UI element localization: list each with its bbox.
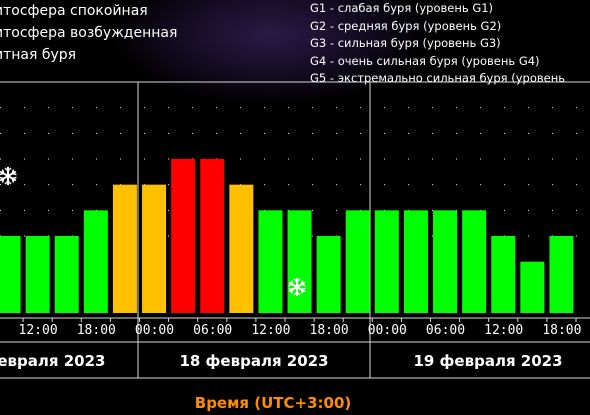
bar-calm: [316, 236, 341, 313]
legend-item-calm: итосфера спокойная: [0, 3, 148, 19]
snowflake-tip: [4, 167, 12, 173]
x-axis-title: Время (UTC+3:00): [195, 394, 351, 412]
snowflake-tip: [0, 169, 5, 176]
bar-calm: [549, 236, 574, 313]
chart-icons: [0, 167, 306, 296]
snowflake-tip: [11, 176, 17, 183]
bar-calm: [520, 261, 545, 313]
snowflake-tip: [293, 290, 301, 296]
legend-item-g3: G3 - сильная буря (уровень G3): [310, 36, 501, 50]
snowflake-icon: [0, 167, 17, 185]
legend-item-g2: G2 - средняя буря (уровень G2): [310, 18, 502, 33]
bar-disturbed: [142, 184, 167, 313]
bar-storm: [171, 159, 196, 313]
legend-item-g1: G1 - слабая буря (уровень G1): [310, 1, 494, 15]
bar-calm: [374, 210, 399, 313]
chart-x-axis: 12:00 18:00 00:00 06:00 12:00 18:00 00:00 06:00…: [0, 317, 590, 338]
chart-date-labels: февраля 2023 18 февраля 2023 19 февраля 20…: [0, 341, 590, 379]
snowflake-tip: [0, 176, 5, 183]
bar-calm: [0, 236, 21, 313]
x-tick-label: 00:00: [368, 323, 407, 338]
date-label: 18 февраля 2023: [179, 352, 328, 370]
legend-item-storm: итная буря: [0, 47, 77, 63]
bar-disturbed: [229, 184, 254, 313]
x-tick-label: 12:00: [484, 323, 523, 338]
x-tick-label: 06:00: [193, 323, 232, 338]
x-tick-label: 18:00: [310, 323, 349, 338]
bar-calm: [462, 210, 487, 313]
x-tick-label: 06:00: [426, 323, 465, 338]
legend-activity: итосфера спокойная итосфера возбужденная…: [0, 0, 177, 66]
snowflake-tip: [288, 280, 294, 287]
chart-grid: [0, 81, 590, 378]
x-tick-label: 18:00: [542, 323, 581, 338]
bar-calm: [491, 236, 516, 313]
bar-calm: [258, 210, 283, 313]
snowflake-tip: [300, 280, 306, 287]
legend-item-disturbed: итосфера возбужденная: [0, 25, 178, 41]
x-tick-label: 12:00: [251, 323, 290, 338]
bar-calm: [54, 236, 79, 313]
bar-calm: [287, 210, 312, 313]
snowflake-tip: [300, 287, 306, 294]
bar-disturbed: [112, 184, 137, 313]
snowflake-tip: [288, 287, 294, 294]
snowflake-tip: [293, 278, 301, 284]
date-label: февраля 2023: [0, 352, 106, 370]
snowflake-tip: [11, 169, 17, 176]
x-tick-label: 18:00: [77, 323, 116, 338]
bar-calm: [25, 236, 50, 313]
date-label: 19 февраля 2023: [413, 352, 562, 370]
bar-calm: [83, 210, 108, 313]
x-tick-label: 00:00: [135, 323, 174, 338]
snowflake-icon: [288, 278, 306, 296]
bar-calm: [433, 210, 458, 313]
legend-item-g4: G4 - очень сильная буря (уровень G4): [310, 53, 540, 68]
chart-bars: [0, 159, 574, 313]
bar-calm: [403, 210, 428, 313]
x-tick-label: 12:00: [19, 323, 58, 338]
snowflake-tip: [4, 179, 12, 185]
bar-storm: [200, 159, 225, 313]
bar-calm: [345, 210, 370, 313]
